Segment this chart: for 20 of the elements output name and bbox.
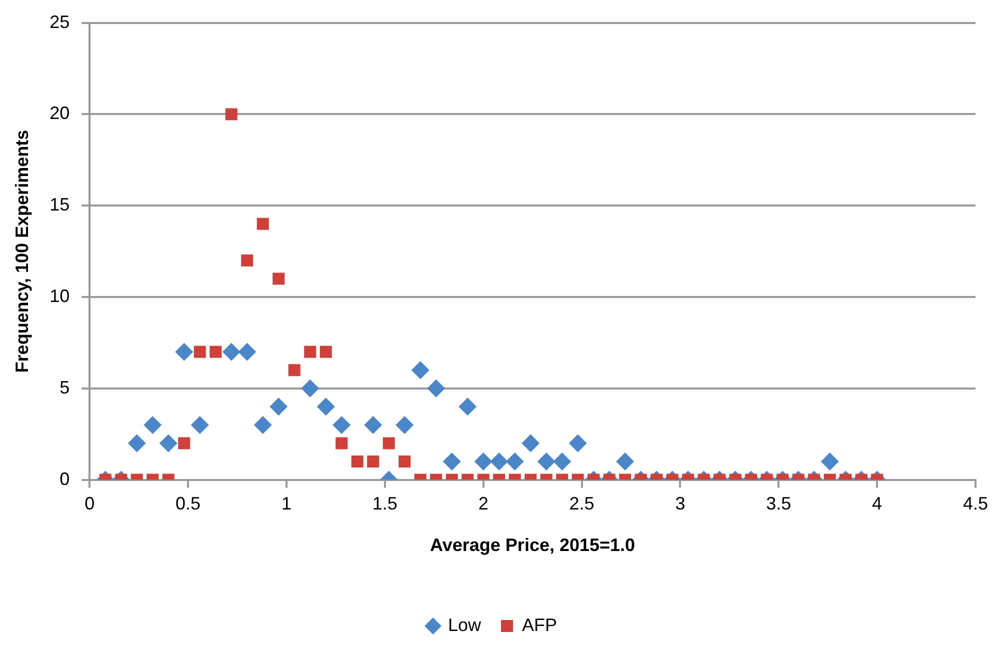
x-tick-label: 3 <box>675 494 686 514</box>
y-tick-label: 0 <box>60 468 70 489</box>
x-tick-label: 4.5 <box>962 494 988 514</box>
y-tick-label: 15 <box>50 194 70 215</box>
y-tick-label: 20 <box>50 103 70 124</box>
y-axis-title: Frequency, 100 Experiments <box>12 130 32 373</box>
y-tick-label: 5 <box>60 377 70 398</box>
x-tick-label: 2.5 <box>569 494 594 514</box>
x-tick-label: 1.5 <box>372 494 398 514</box>
legend-label: AFP <box>522 614 558 635</box>
x-axis-title: Average Price, 2015=1.0 <box>430 535 636 556</box>
y-tick-label: 10 <box>50 286 70 306</box>
x-tick-label: 2 <box>478 494 488 514</box>
y-tick-label: 25 <box>50 12 70 32</box>
x-tick-label: 0.5 <box>176 494 201 514</box>
x-tick-label: 4 <box>872 494 882 514</box>
x-tick-label: 3.5 <box>766 494 792 514</box>
legend-label: Low <box>448 614 482 635</box>
x-tick-label: 0 <box>84 494 95 514</box>
x-tick-label: 1 <box>281 494 292 514</box>
